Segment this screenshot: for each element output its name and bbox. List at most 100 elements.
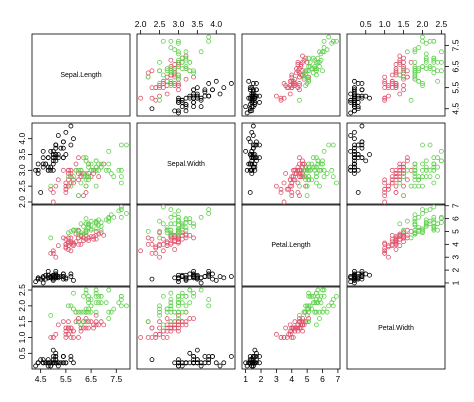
data-point [257,100,262,105]
data-point [168,68,174,74]
data-point [48,335,54,340]
data-point [71,227,76,233]
data-point [35,161,41,167]
data-point [289,180,295,186]
data-point [50,354,56,359]
data-point [348,148,354,154]
data-point [60,354,66,359]
data-point [386,83,391,88]
data-point [313,180,319,186]
data-point [313,309,319,315]
data-point [111,174,117,180]
data-point [106,216,112,222]
data-point [93,164,99,170]
data-point [306,174,312,180]
data-point [108,212,114,218]
data-point [194,357,200,363]
data-point [93,232,99,238]
data-point [191,290,196,296]
data-point [88,234,94,240]
data-point [427,66,433,72]
data-point [40,155,46,161]
data-point [198,287,204,293]
data-point [73,309,79,315]
data-point [168,300,174,306]
data-point [60,319,66,325]
data-point [63,129,69,135]
data-point [149,276,155,282]
data-point [60,155,66,161]
data-point [145,229,151,234]
data-point [96,300,102,306]
data-point [68,171,74,176]
data-point [76,177,81,183]
data-point [50,152,56,157]
data-point [106,309,112,315]
data-point [138,95,144,101]
data-point [416,214,422,220]
data-point [71,174,76,180]
data-point [176,297,181,302]
panel-Sepal.Length-vs-Petal.Length [241,33,341,117]
data-point [420,226,425,232]
data-point [118,303,124,309]
data-point [301,167,307,173]
data-point [172,238,178,243]
data-point [367,152,372,157]
data-point [252,354,258,359]
data-point [111,306,117,312]
data-point [420,83,425,88]
data-point [382,193,388,199]
data-point [40,164,46,170]
data-point [50,250,56,256]
data-point [53,268,59,274]
data-point [160,293,166,299]
panel-Petal.Width-vs-Petal.Width [346,286,446,370]
variable-label: Sepal.Width [167,161,205,168]
data-point [330,142,336,148]
data-point [86,222,91,228]
data-point [81,309,86,315]
data-point [68,274,74,279]
data-point [431,204,437,210]
data-point [86,297,91,302]
data-point [431,226,437,232]
data-point [179,97,185,103]
data-point [253,360,259,366]
data-point [382,97,388,103]
data-point [253,142,259,148]
data-point [393,190,399,195]
data-point [257,142,262,148]
x-tick-label: 6.5 [85,374,97,384]
data-point [78,241,84,247]
data-point [191,235,196,241]
data-point [312,66,318,72]
y-tick-label: 2.0 [17,300,27,312]
x-tick-label: 5 [305,374,310,384]
data-point [66,177,71,183]
x-tick-label: 2.0 [135,19,147,29]
data-point [183,104,189,110]
data-point [66,303,71,309]
data-point [118,174,124,180]
data-point [68,248,74,254]
data-point [306,309,312,315]
data-point [187,287,193,293]
data-point [168,325,174,331]
variable-label: Sepal.Length [60,72,101,79]
data-point [352,158,357,164]
data-point [249,167,255,173]
y-tick-label: 6 [450,216,460,221]
data-point [303,167,309,173]
data-point [249,104,255,110]
data-point [210,87,215,93]
data-point [168,38,174,44]
data-point [157,83,162,88]
data-point [281,335,287,340]
data-point [83,155,89,161]
data-point [101,322,107,328]
data-point [438,148,444,154]
data-point [198,49,204,55]
data-point [33,363,39,369]
data-point [289,183,295,189]
